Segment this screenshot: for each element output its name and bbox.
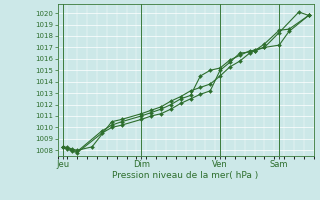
X-axis label: Pression niveau de la mer( hPa ): Pression niveau de la mer( hPa )	[112, 171, 259, 180]
